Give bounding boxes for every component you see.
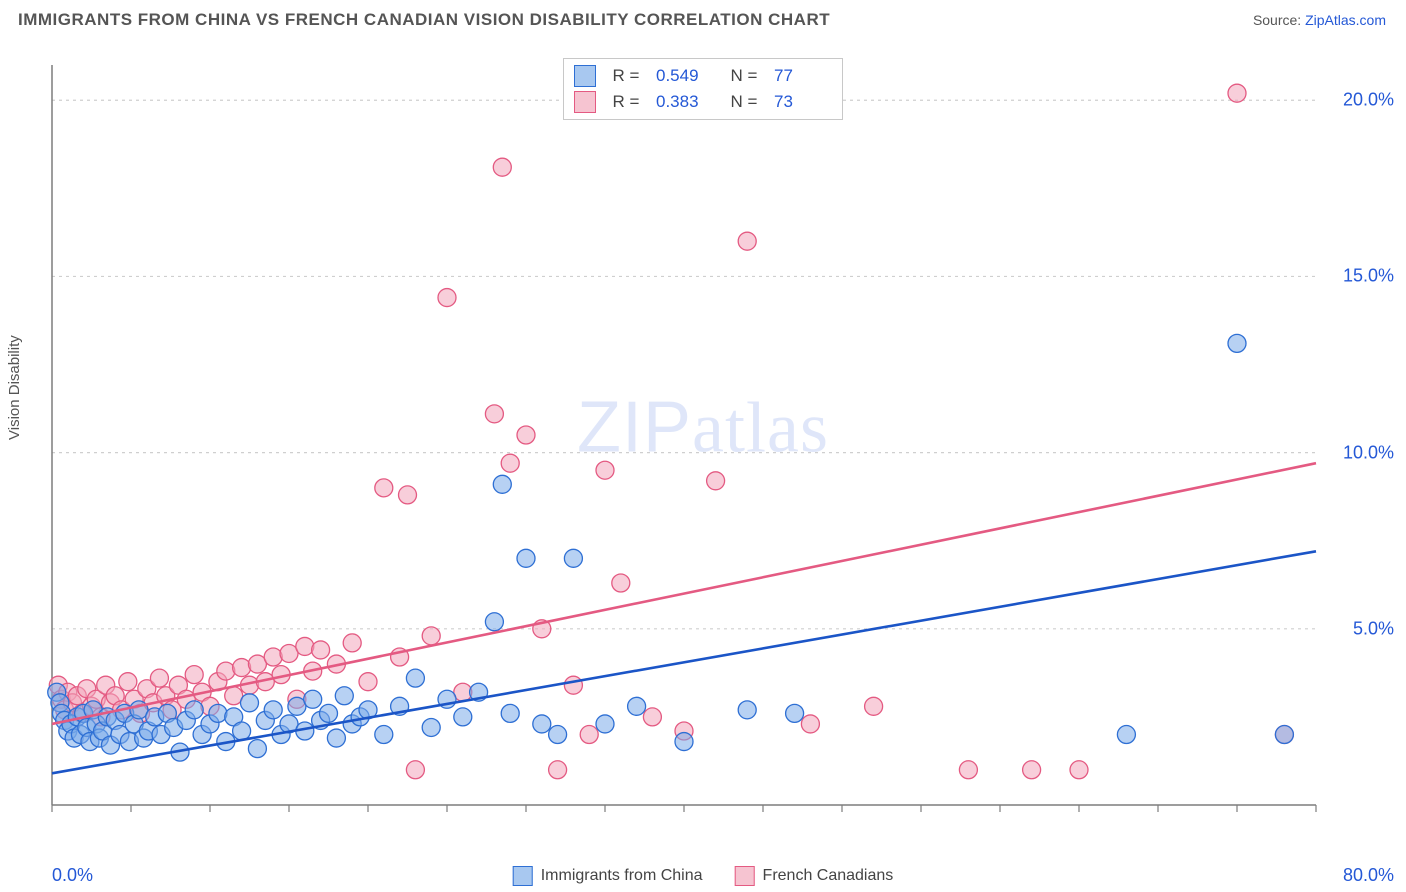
swatch-french bbox=[735, 866, 755, 886]
correlation-legend: R = 0.549 N = 77 R = 0.383 N = 73 bbox=[563, 58, 843, 120]
swatch-china bbox=[574, 65, 596, 87]
swatch-french bbox=[574, 91, 596, 113]
x-tick-label: 0.0% bbox=[52, 865, 93, 886]
y-axis-label: Vision Disability bbox=[6, 335, 23, 440]
swatch-china bbox=[513, 866, 533, 886]
y-tick-label: 15.0% bbox=[1343, 266, 1406, 287]
legend-row-french: R = 0.383 N = 73 bbox=[574, 89, 832, 115]
legend-row-china: R = 0.549 N = 77 bbox=[574, 63, 832, 89]
plot-area bbox=[42, 55, 1316, 835]
source-link[interactable]: ZipAtlas.com bbox=[1305, 12, 1386, 28]
legend-item-french: French Canadians bbox=[735, 866, 894, 886]
chart-title: IMMIGRANTS FROM CHINA VS FRENCH CANADIAN… bbox=[18, 10, 830, 30]
legend-item-china: Immigrants from China bbox=[513, 866, 703, 886]
series-legend: Immigrants from China French Canadians bbox=[513, 866, 894, 886]
source-label: Source: ZipAtlas.com bbox=[1253, 12, 1386, 28]
chart-header: IMMIGRANTS FROM CHINA VS FRENCH CANADIAN… bbox=[0, 0, 1406, 40]
y-tick-label: 5.0% bbox=[1353, 618, 1406, 639]
y-tick-label: 20.0% bbox=[1343, 90, 1406, 111]
y-tick-label: 10.0% bbox=[1343, 442, 1406, 463]
x-tick-label: 80.0% bbox=[1343, 865, 1394, 886]
scatter-chart bbox=[42, 55, 1316, 835]
